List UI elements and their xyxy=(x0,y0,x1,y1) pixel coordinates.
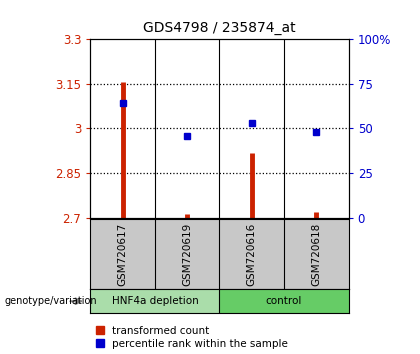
Text: genotype/variation: genotype/variation xyxy=(4,296,97,306)
Bar xyxy=(220,289,349,313)
Text: GSM720618: GSM720618 xyxy=(311,222,321,286)
Text: GSM720616: GSM720616 xyxy=(247,222,257,286)
Legend: transformed count, percentile rank within the sample: transformed count, percentile rank withi… xyxy=(95,326,288,349)
Text: HNF4a depletion: HNF4a depletion xyxy=(111,296,198,306)
Text: GSM720617: GSM720617 xyxy=(118,222,128,286)
Text: GSM720619: GSM720619 xyxy=(182,222,192,286)
Text: control: control xyxy=(266,296,302,306)
Bar xyxy=(90,289,220,313)
Title: GDS4798 / 235874_at: GDS4798 / 235874_at xyxy=(143,21,296,35)
